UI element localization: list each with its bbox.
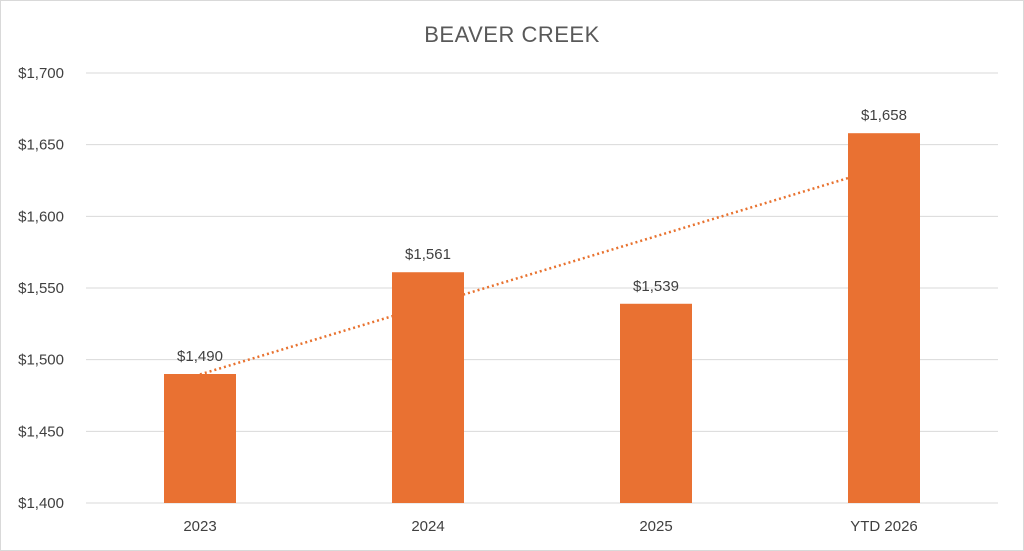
y-tick-label: $1,650 xyxy=(18,137,64,154)
bars xyxy=(164,133,920,503)
bar xyxy=(392,272,464,503)
trendline xyxy=(199,165,885,376)
data-labels: $1,490 $1,561 $1,539 $1,658 xyxy=(177,107,907,365)
x-tick-label: 2023 xyxy=(183,518,216,535)
x-tick-label: YTD 2026 xyxy=(850,518,918,535)
chart-title: BEAVER CREEK xyxy=(424,22,600,47)
trendline-layer xyxy=(199,165,885,376)
x-tick-label: 2024 xyxy=(411,518,444,535)
y-tick-label: $1,600 xyxy=(18,208,64,225)
y-tick-label: $1,500 xyxy=(18,352,64,369)
data-label: $1,539 xyxy=(633,278,679,295)
bar xyxy=(620,303,692,503)
data-label: $1,490 xyxy=(177,348,223,365)
data-label: $1,561 xyxy=(405,246,451,263)
data-label: $1,658 xyxy=(861,107,907,124)
gridlines xyxy=(86,72,998,504)
x-axis-ticks: 2023 2024 2025 YTD 2026 xyxy=(183,518,917,535)
x-tick-label: 2025 xyxy=(639,518,672,535)
y-tick-label: $1,400 xyxy=(18,495,64,512)
y-tick-label: $1,550 xyxy=(18,280,64,297)
y-axis-ticks: $1,400 $1,450 $1,500 $1,550 $1,600 $1,650 $1,7… xyxy=(18,65,64,512)
y-tick-label: $1,700 xyxy=(18,65,64,82)
y-tick-label: $1,450 xyxy=(18,423,64,440)
bar xyxy=(848,133,920,503)
bar xyxy=(164,374,236,503)
